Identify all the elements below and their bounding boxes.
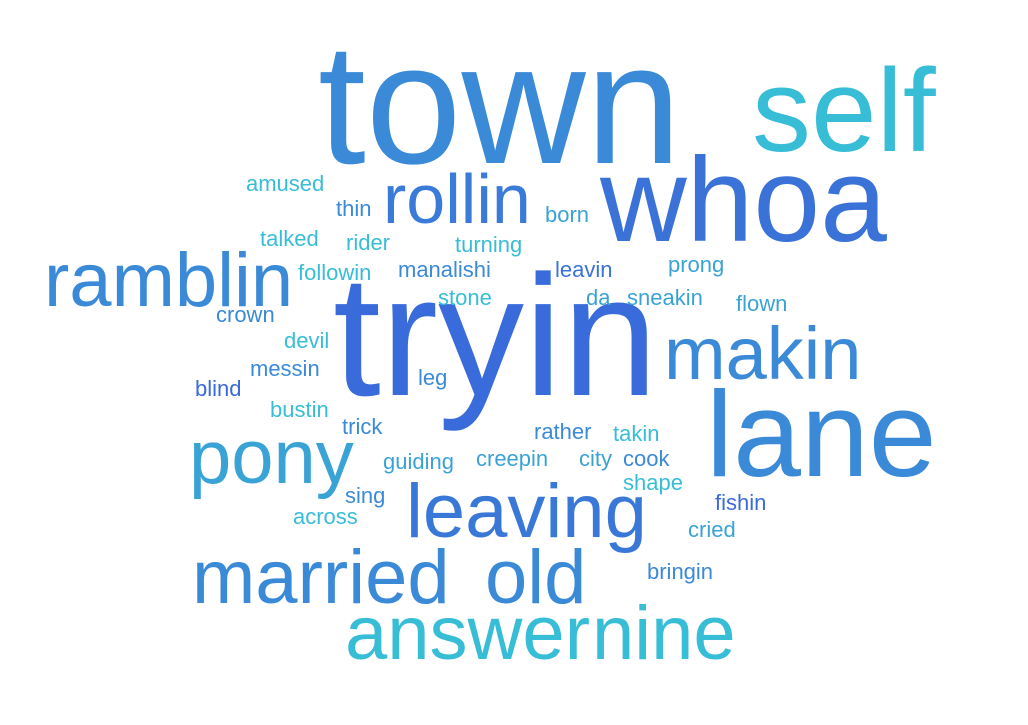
- word-tryin: tryin: [333, 240, 658, 432]
- word-leg: leg: [418, 365, 448, 390]
- word-bustin: bustin: [270, 397, 329, 422]
- word-married: married: [192, 535, 450, 620]
- word-nine: nine: [592, 591, 736, 676]
- word-messin: messin: [250, 356, 320, 381]
- word-self: self: [752, 45, 936, 177]
- word-across: across: [293, 504, 358, 529]
- word-guiding: guiding: [383, 449, 454, 474]
- word-leaving: leaving: [406, 469, 647, 554]
- word-rider: rider: [346, 230, 391, 255]
- word-flown: flown: [736, 291, 788, 316]
- word-cook: cook: [623, 446, 670, 471]
- word-sing: sing: [345, 483, 386, 508]
- word-turning: turning: [455, 232, 523, 257]
- word-old: old: [485, 535, 587, 620]
- word-takin: takin: [613, 421, 660, 446]
- word-stone: stone: [438, 285, 492, 310]
- word-followin: followin: [298, 260, 372, 285]
- word-lane: lane: [706, 366, 937, 502]
- word-town: town: [318, 8, 682, 200]
- word-creepin: creepin: [476, 446, 549, 471]
- word-pony: pony: [189, 415, 354, 500]
- word-talked: talked: [260, 226, 319, 251]
- word-whoa: whoa: [600, 133, 887, 267]
- word-sneakin: sneakin: [627, 285, 703, 310]
- word-fishin: fishin: [715, 490, 767, 515]
- word-leavin: leavin: [555, 257, 613, 282]
- word-blind: blind: [195, 376, 242, 401]
- word-shape: shape: [623, 470, 683, 495]
- word-makin: makin: [664, 312, 862, 395]
- word-manalishi: manalishi: [398, 257, 491, 282]
- word-rollin: rollin: [383, 160, 531, 238]
- word-ramblin: ramblin: [44, 238, 294, 323]
- word-thin: thin: [336, 196, 372, 221]
- word-amused: amused: [246, 171, 325, 196]
- word-city: city: [579, 446, 612, 471]
- word-da: da: [586, 285, 611, 310]
- word-answer: answer: [345, 591, 590, 676]
- word-prong: prong: [668, 252, 725, 277]
- word-cried: cried: [688, 517, 736, 542]
- word-trick: trick: [342, 414, 383, 439]
- word-rather: rather: [534, 419, 592, 444]
- word-bringin: bringin: [647, 559, 714, 584]
- word-crown: crown: [216, 302, 275, 327]
- word-devil: devil: [284, 328, 330, 353]
- word-born: born: [545, 202, 590, 227]
